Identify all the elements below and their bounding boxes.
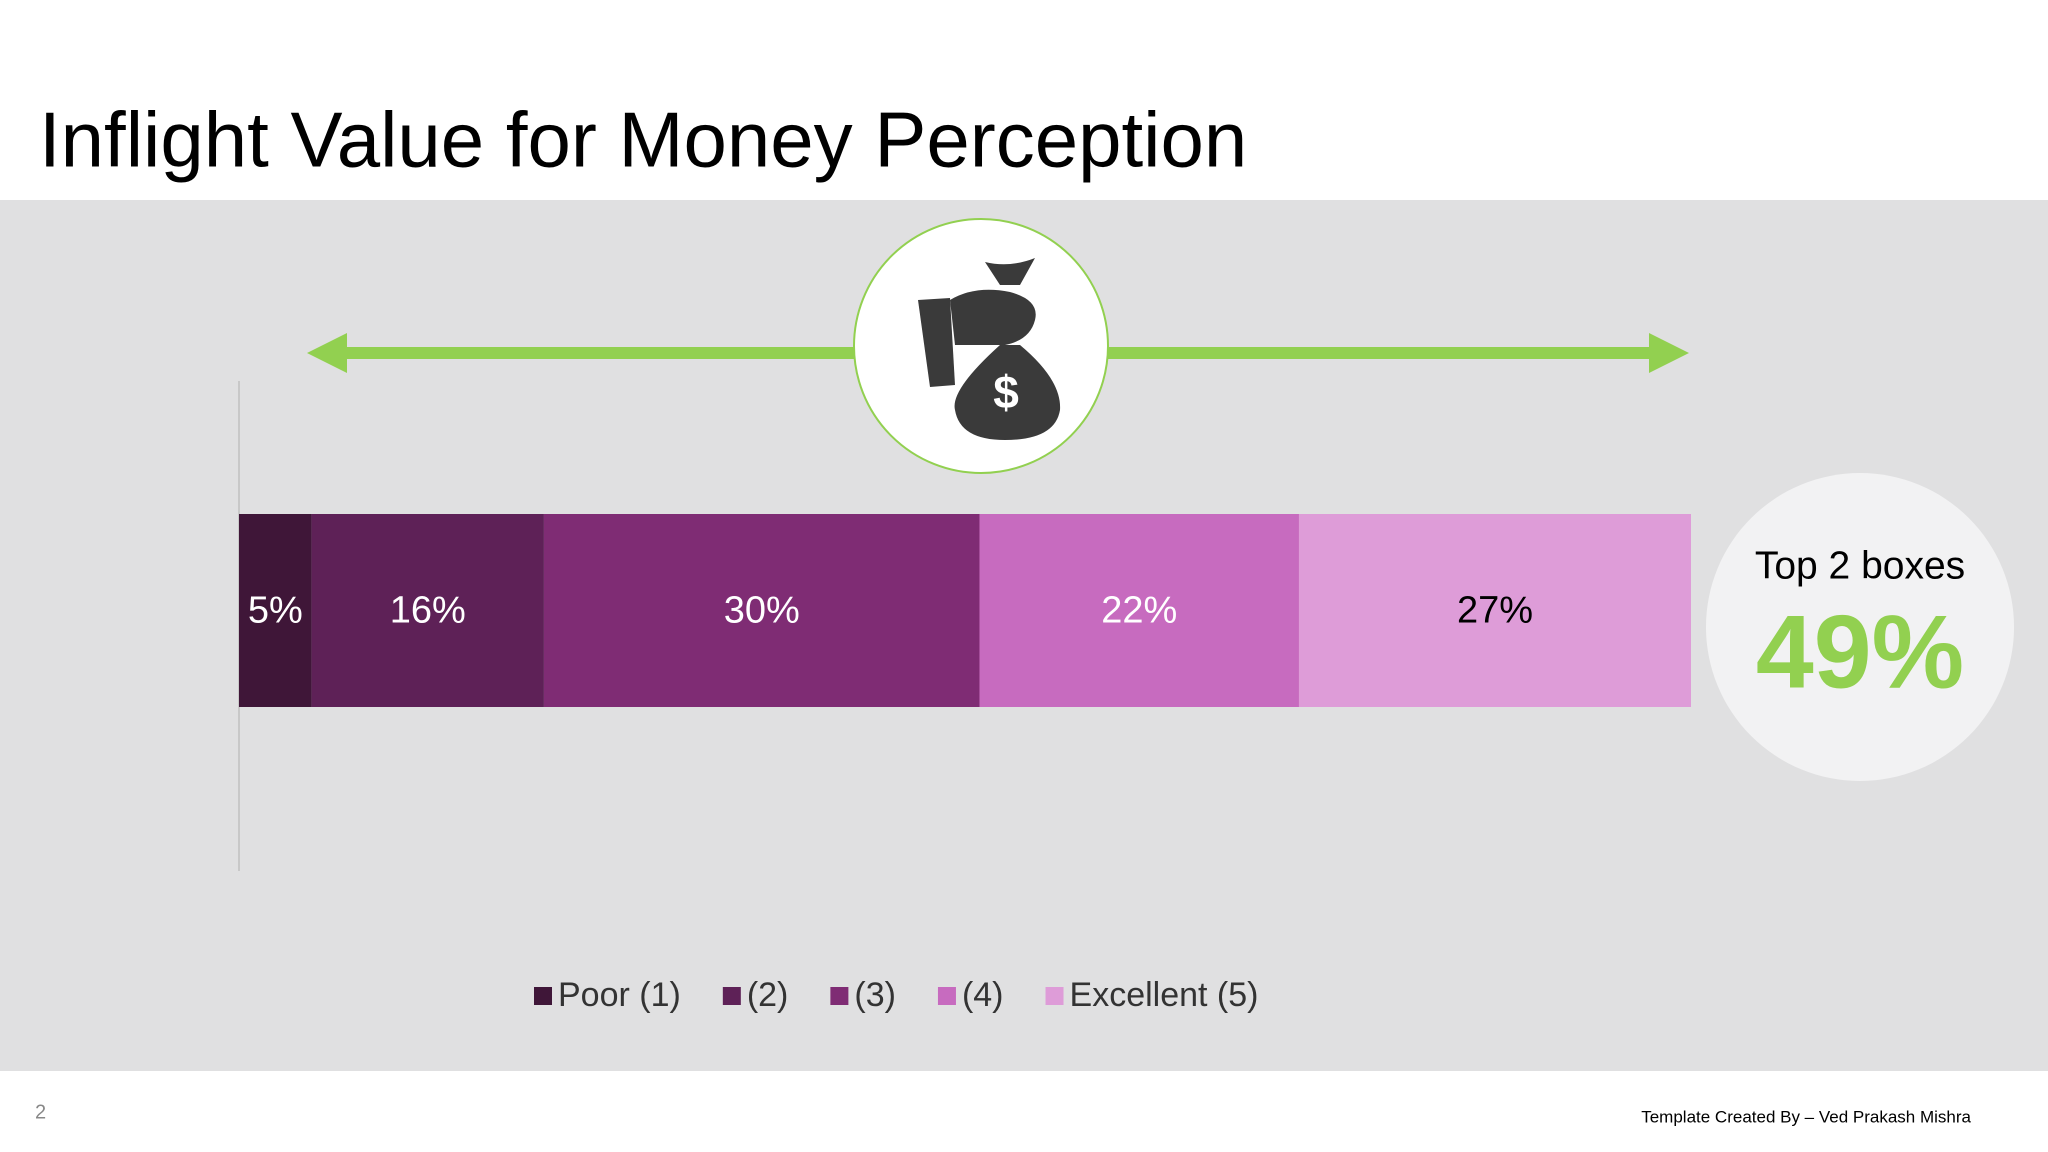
legend-label: (3) <box>854 976 896 1014</box>
legend-swatch <box>1045 987 1064 1005</box>
legend-label: Poor (1) <box>558 976 681 1014</box>
value-label: 30% <box>724 590 800 632</box>
value-label: 16% <box>390 590 466 632</box>
legend: Poor (1) (2) (3) (4) Excellent (5) <box>534 976 1258 1014</box>
legend-label: (4) <box>962 976 1004 1014</box>
chart-title: Inflight Value for Money Perception <box>39 96 1247 184</box>
bar-segment <box>543 514 980 707</box>
bars: 5% 16% 30% 22% 27% <box>239 514 1691 707</box>
value-label: 22% <box>1101 590 1177 632</box>
money-icon: $ <box>853 218 1109 474</box>
legend-label: Excellent (5) <box>1070 976 1259 1014</box>
callout-circle <box>1706 473 2014 781</box>
value-label: 27% <box>1457 590 1533 632</box>
legend-swatch <box>534 987 552 1005</box>
callout-title: Top 2 boxes <box>1755 544 1965 587</box>
bar-segment <box>1298 514 1691 707</box>
bar-segment <box>979 514 1299 707</box>
bar-segment <box>311 514 544 707</box>
page-number: 2 <box>35 1101 46 1123</box>
svg-text:$: $ <box>993 366 1019 418</box>
legend-swatch <box>722 987 741 1005</box>
callout-value: 49% <box>1756 594 1964 710</box>
bar-segment <box>239 514 312 707</box>
value-label: 5% <box>248 590 303 632</box>
legend-label: (2) <box>747 976 789 1014</box>
credit: Template Created By – Ved Prakash Mishra <box>1641 1107 1971 1126</box>
legend-swatch <box>830 987 849 1005</box>
legend-swatch <box>937 987 956 1005</box>
